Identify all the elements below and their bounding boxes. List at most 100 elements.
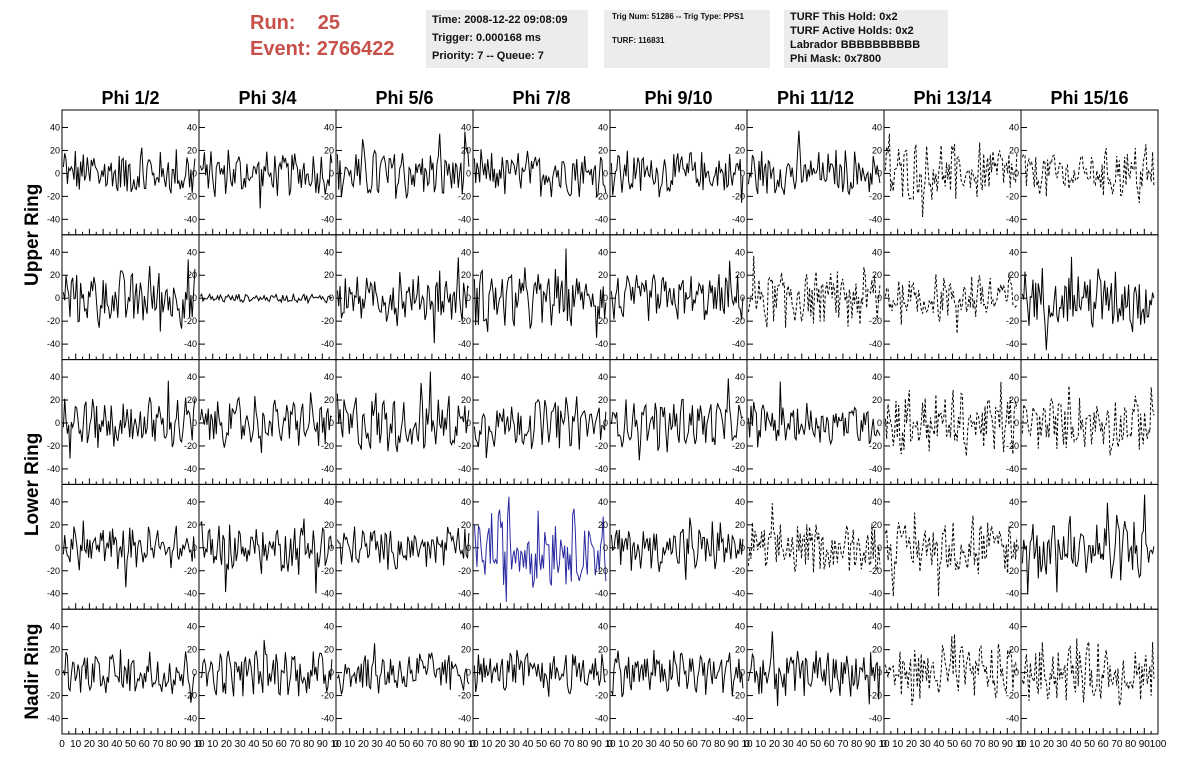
y-tick-label: -20 (869, 441, 882, 451)
y-tick-label: -20 (458, 441, 471, 451)
y-tick-label: 40 (1009, 497, 1019, 507)
waveform-trace (1021, 638, 1155, 706)
y-tick-label: -40 (1006, 714, 1019, 724)
y-tick-label: -40 (732, 589, 745, 599)
x-tick-label: 10 (70, 739, 82, 750)
waveform-trace (610, 517, 744, 580)
x-tick-label: 70 (289, 739, 301, 750)
event-label: Event: (250, 38, 312, 60)
y-tick-label: 0 (740, 293, 745, 303)
panel-frame (1020, 608, 1159, 735)
x-tick-label: 40 (522, 739, 534, 750)
y-tick-label: 40 (187, 372, 197, 382)
panel-frame (746, 608, 885, 735)
y-tick-label: -40 (869, 339, 882, 349)
y-tick-label: 20 (735, 270, 745, 280)
y-tick-label: 0 (329, 668, 334, 678)
panel-frame (609, 359, 748, 485)
waveform-trace (610, 649, 744, 698)
y-tick-label: 40 (735, 372, 745, 382)
y-tick-label: -20 (732, 441, 745, 451)
y-tick-label: 40 (461, 247, 471, 257)
x-tick-label: 30 (646, 739, 658, 750)
y-tick-label: 20 (735, 645, 745, 655)
x-tick-label: 60 (550, 739, 562, 750)
y-tick-label: -20 (47, 316, 60, 326)
x-tick-label: 80 (303, 739, 315, 750)
event-row: Event: 2766422 (250, 36, 395, 62)
y-tick-label: 0 (55, 293, 60, 303)
panel-frame (746, 234, 885, 361)
y-tick-label: 0 (55, 543, 60, 553)
y-tick-label: -40 (184, 714, 197, 724)
time-text: Time: 2008-12-22 09:08:09 (432, 14, 568, 26)
x-tick-label: 70 (837, 739, 849, 750)
column-header: Phi 5/6 (375, 88, 433, 108)
y-tick-label: -20 (458, 566, 471, 576)
y-tick-label: -20 (47, 691, 60, 701)
y-tick-label: 20 (324, 145, 334, 155)
y-tick-label: 0 (740, 418, 745, 428)
y-tick-label: 0 (740, 668, 745, 678)
x-tick-label: 30 (1057, 739, 1069, 750)
x-tick-label: 70 (426, 739, 438, 750)
waveform-trace (747, 503, 881, 573)
y-tick-label: 40 (872, 372, 882, 382)
y-tick-label: 0 (466, 168, 471, 178)
ring-label: Nadir Ring (22, 624, 43, 720)
x-tick-label: 10 (193, 739, 205, 750)
waveform-trace (747, 130, 881, 195)
x-tick-label: 50 (399, 739, 411, 750)
y-tick-label: 40 (872, 622, 882, 632)
panel-frame (883, 109, 1022, 236)
y-tick-label: 20 (461, 395, 471, 405)
y-tick-label: -20 (869, 691, 882, 701)
y-tick-label: -20 (1006, 441, 1019, 451)
y-tick-label: 40 (461, 497, 471, 507)
x-tick-label: 30 (372, 739, 384, 750)
x-tick-label: 40 (248, 739, 260, 750)
panel-frame (1020, 483, 1159, 610)
y-tick-label: 20 (461, 145, 471, 155)
y-tick-label: -40 (458, 464, 471, 474)
x-tick-label: 40 (659, 739, 671, 750)
waveform-trace (473, 149, 607, 199)
y-tick-label: 20 (50, 395, 60, 405)
y-tick-label: 0 (55, 668, 60, 678)
y-tick-label: 40 (735, 497, 745, 507)
waveform-trace (336, 526, 470, 570)
y-tick-label: -40 (595, 589, 608, 599)
x-tick-label: 90 (591, 739, 603, 750)
panel-frame (335, 483, 474, 610)
run-event-box: Run: 25 Event: 2766422 (250, 10, 395, 62)
x-tick-label: 80 (1125, 739, 1137, 750)
y-tick-label: -40 (1006, 589, 1019, 599)
y-tick-label: -20 (869, 191, 882, 201)
x-tick-label: 30 (783, 739, 795, 750)
waveform-trace (336, 257, 470, 344)
y-tick-label: 0 (466, 293, 471, 303)
y-tick-label: -40 (184, 589, 197, 599)
y-tick-label: 20 (598, 395, 608, 405)
y-tick-label: 40 (187, 247, 197, 257)
y-tick-label: 0 (603, 293, 608, 303)
y-tick-label: 20 (735, 520, 745, 530)
y-tick-label: -40 (595, 214, 608, 224)
y-tick-label: -40 (869, 214, 882, 224)
y-tick-label: 20 (461, 645, 471, 655)
y-tick-label: 20 (872, 145, 882, 155)
y-tick-label: -40 (47, 214, 60, 224)
y-tick-label: -40 (732, 464, 745, 474)
y-tick-label: 40 (735, 622, 745, 632)
waveform-trace (62, 147, 196, 194)
y-tick-label: -40 (458, 339, 471, 349)
y-tick-label: 0 (192, 293, 197, 303)
run-value: 25 (317, 12, 341, 34)
y-tick-label: -20 (47, 441, 60, 451)
y-tick-label: 20 (1009, 395, 1019, 405)
waveform-trace (473, 396, 607, 459)
x-tick-label: 70 (152, 739, 164, 750)
x-tick-label: 20 (769, 739, 781, 750)
x-tick-label: 20 (84, 739, 96, 750)
